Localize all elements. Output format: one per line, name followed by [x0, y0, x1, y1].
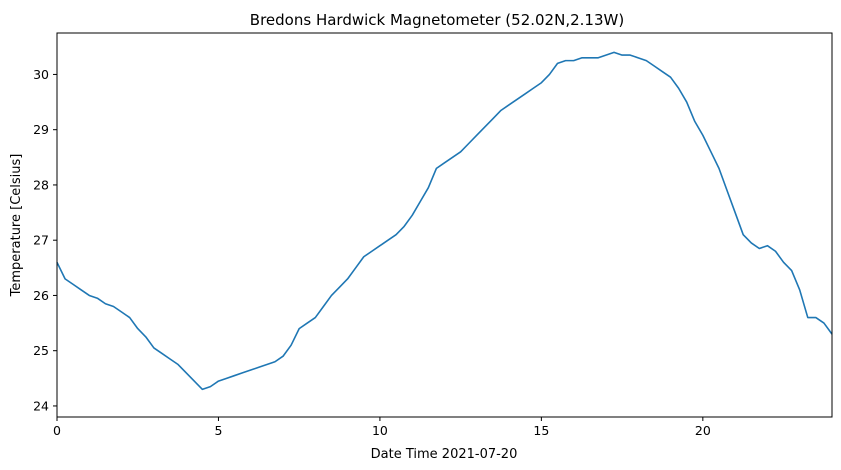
x-tick-label: 0	[53, 423, 61, 438]
x-axis: 0 5 10 15 20	[53, 417, 711, 438]
x-tick-label: 20	[695, 423, 711, 438]
y-axis: 24 25 26 27 28 29 30	[33, 67, 57, 413]
chart-title: Bredons Hardwick Magnetometer (52.02N,2.…	[250, 11, 624, 29]
y-tick-label: 28	[33, 177, 49, 192]
y-tick-label: 25	[33, 343, 49, 358]
plot-area	[56, 51, 833, 391]
plot-frame	[56, 32, 833, 418]
y-tick-label: 27	[33, 233, 49, 248]
y-tick-label: 26	[33, 288, 49, 303]
x-axis-label: Date Time 2021-07-20	[371, 447, 518, 462]
y-tick-label: 30	[33, 67, 49, 82]
series-line-0	[56, 51, 833, 391]
y-tick-label: 29	[33, 122, 49, 137]
y-axis-label: Temperature [Celsius]	[9, 154, 24, 298]
y-tick-label: 24	[33, 398, 49, 413]
x-tick-label: 10	[372, 423, 388, 438]
x-tick-label: 5	[214, 423, 222, 438]
x-tick-label: 15	[533, 423, 549, 438]
